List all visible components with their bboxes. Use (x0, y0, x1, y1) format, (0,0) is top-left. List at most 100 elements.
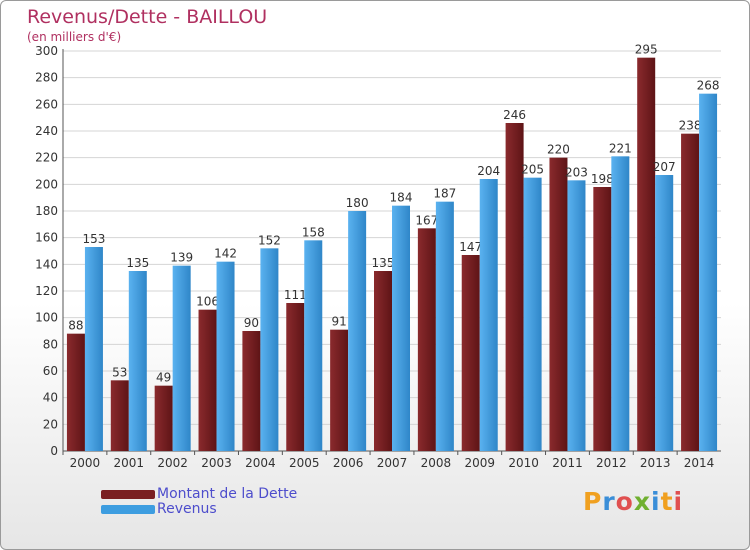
logo-letter: i (673, 487, 684, 516)
bar-dette (549, 157, 568, 451)
data-label-dette: 88 (68, 319, 83, 333)
data-label-dette: 90 (244, 316, 259, 330)
x-tick-label: 2009 (464, 456, 495, 470)
chart-title: Revenus/Dette - BAILLOU (27, 6, 268, 28)
y-tick-label: 100 (35, 311, 58, 325)
data-label-dette: 147 (459, 240, 482, 254)
x-tick-label: 2001 (114, 456, 145, 470)
data-label-revenus: 153 (82, 232, 105, 246)
y-tick-label: 280 (35, 71, 58, 85)
y-tick-label: 300 (35, 44, 58, 58)
bar-revenus (172, 265, 191, 451)
legend-swatch-revenus (101, 505, 155, 514)
y-tick-label: 160 (35, 231, 58, 245)
y-tick-label: 40 (43, 391, 58, 405)
x-tick-label: 2002 (157, 456, 188, 470)
data-label-revenus: 204 (477, 164, 500, 178)
data-label-revenus: 180 (346, 196, 369, 210)
data-label-dette: 53 (112, 365, 127, 379)
bar-dette (286, 303, 305, 451)
y-tick-label: 0 (50, 444, 58, 458)
bar-dette (681, 133, 700, 451)
chart-subtitle: (en milliers d'€) (27, 30, 122, 44)
x-tick-label: 2008 (421, 456, 452, 470)
y-tick-label: 80 (43, 337, 58, 351)
data-label-dette: 220 (547, 143, 570, 157)
x-tick-label: 2014 (684, 456, 715, 470)
bar-revenus (523, 177, 542, 451)
data-label-revenus: 268 (697, 79, 720, 93)
x-tick-label: 2004 (245, 456, 276, 470)
bar-revenus (304, 240, 323, 451)
data-label-dette: 246 (503, 108, 526, 122)
data-label-revenus: 221 (609, 141, 632, 155)
bar-dette (110, 380, 129, 451)
x-tick-label: 2000 (70, 456, 101, 470)
y-tick-label: 220 (35, 151, 58, 165)
bar-revenus (655, 175, 674, 451)
bar-dette (330, 329, 349, 451)
data-label-revenus: 152 (258, 233, 281, 247)
bar-dette (593, 187, 612, 451)
x-tick-label: 2012 (596, 456, 627, 470)
bar-revenus (479, 179, 498, 451)
data-label-revenus: 203 (565, 165, 588, 179)
bar-revenus (699, 93, 718, 452)
y-tick-label: 60 (43, 364, 58, 378)
x-tick-label: 2011 (552, 456, 583, 470)
data-label-revenus: 142 (214, 247, 237, 261)
bar-revenus (84, 247, 103, 451)
x-tick-label: 2005 (289, 456, 320, 470)
bar-revenus (611, 156, 630, 452)
y-tick-label: 180 (35, 204, 58, 218)
y-tick-label: 120 (35, 284, 58, 298)
data-label-revenus: 187 (433, 187, 456, 201)
bar-dette (66, 333, 85, 451)
bar-revenus (216, 261, 235, 451)
bar-dette (417, 228, 436, 451)
data-label-dette: 49 (156, 371, 171, 385)
data-label-revenus: 139 (170, 251, 193, 265)
data-label-revenus: 184 (390, 191, 413, 205)
data-label-dette: 295 (635, 43, 658, 57)
proxiti-logo: Proxiti (583, 487, 683, 516)
logo-letter: t (660, 487, 674, 516)
data-label-revenus: 207 (653, 160, 676, 174)
logo-letter: i (651, 487, 661, 516)
x-tick-label: 2013 (640, 456, 671, 470)
x-tick-label: 2006 (333, 456, 364, 470)
y-tick-label: 140 (35, 257, 58, 271)
y-tick-label: 20 (43, 417, 58, 431)
logo-letter: P (583, 487, 603, 516)
data-label-revenus: 158 (302, 225, 325, 239)
data-label-dette: 111 (284, 288, 307, 302)
bar-revenus (260, 248, 279, 451)
data-label-dette: 135 (372, 256, 395, 270)
bar-revenus (435, 201, 454, 451)
logo-letter: x (633, 487, 651, 516)
data-label-dette: 198 (591, 172, 614, 186)
bar-revenus (392, 205, 410, 451)
x-tick-label: 2007 (377, 456, 408, 470)
bar-dette (242, 331, 261, 451)
bar-dette (154, 385, 173, 451)
bar-revenus (567, 180, 586, 452)
logo-letter: r (602, 487, 616, 516)
bar-dette (198, 309, 217, 451)
y-tick-label: 260 (35, 97, 58, 111)
legend-label-revenus: Revenus (157, 501, 217, 517)
data-label-dette: 106 (196, 295, 219, 309)
bar-dette (505, 123, 524, 451)
y-tick-label: 240 (35, 124, 58, 138)
data-label-dette: 238 (679, 119, 702, 133)
legend-swatch-dette (101, 490, 155, 499)
data-label-revenus: 205 (521, 163, 544, 177)
x-tick-label: 2010 (508, 456, 539, 470)
logo-letter: o (615, 487, 634, 516)
data-label-dette: 167 (415, 213, 438, 227)
bar-revenus (128, 271, 147, 451)
data-label-revenus: 135 (126, 256, 149, 270)
legend-label-dette: Montant de la Dette (157, 486, 298, 502)
